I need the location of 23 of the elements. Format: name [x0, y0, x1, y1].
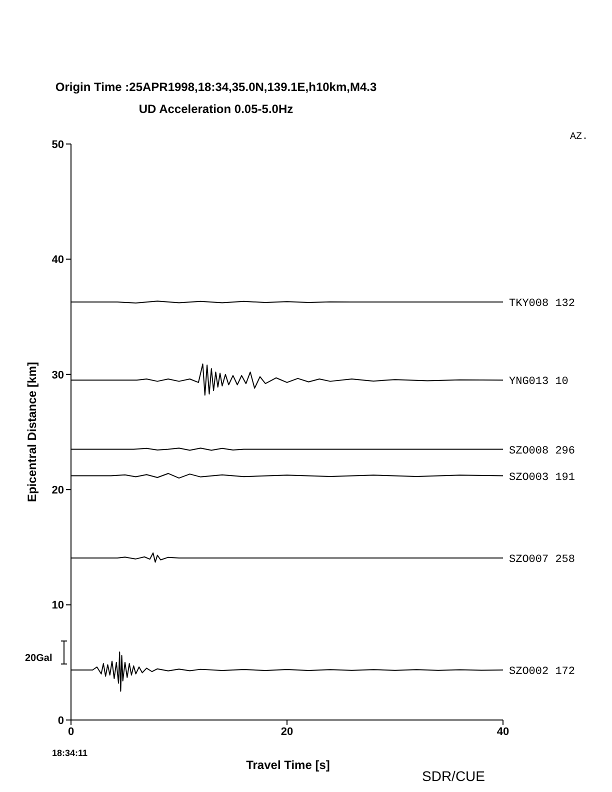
text: AZ. — [570, 132, 588, 143]
x-tick-label: 0 — [68, 726, 74, 738]
series-label: SZO008 296 — [509, 445, 576, 458]
x-tick-label: 40 — [496, 726, 510, 738]
series-label: SZO003 191 — [509, 472, 576, 484]
y-tick-label: 50 — [52, 138, 64, 151]
y-axis-title: Epicentral Distance [km] — [25, 362, 39, 502]
x-tick-label: 20 — [280, 726, 294, 738]
text: 18:34:11 — [52, 748, 88, 758]
y-tick-label: 20 — [52, 484, 64, 497]
text: SDR/CUE — [422, 768, 486, 784]
chart-subtitle: UD Acceleration 0.05-5.0Hz — [138, 102, 294, 116]
series-label: TKY008 132 — [509, 298, 576, 310]
chart-title: Origin Time :25APR1998,18:34,35.0N,139.1E,h10km,M4.3 — [54, 80, 378, 94]
y-tick-label: 0 — [58, 714, 64, 727]
y-tick-label: 30 — [52, 369, 64, 382]
x-axis-title: Travel Time [s] — [246, 758, 330, 772]
series-label: SZO007 258 — [509, 554, 576, 566]
series-label: SZO002 172 — [509, 666, 576, 678]
y-tick-label: 40 — [52, 254, 64, 266]
series-label: YNG013 10 — [509, 376, 568, 388]
text: 20Gal — [25, 653, 52, 664]
y-tick-label: 10 — [52, 600, 64, 612]
